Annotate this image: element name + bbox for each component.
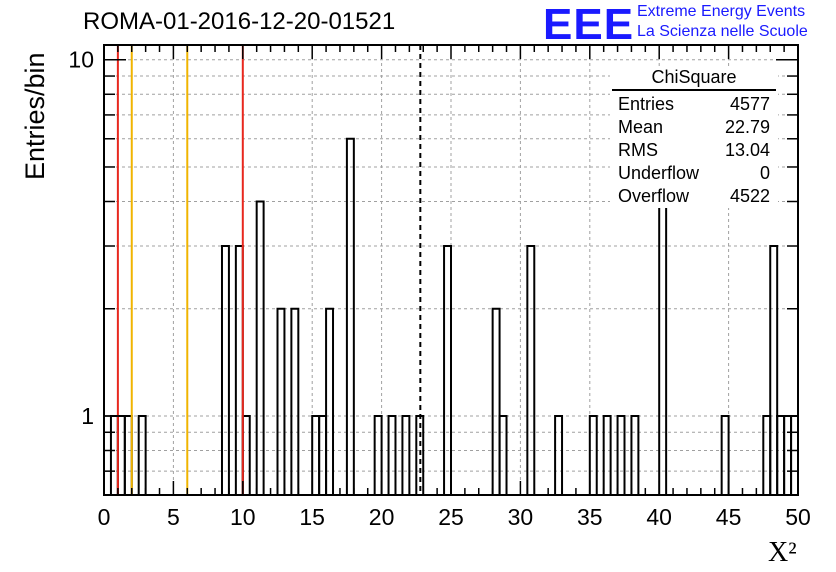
histogram-bar [790, 414, 799, 495]
histogram-bar [491, 307, 501, 495]
axes [103, 44, 799, 496]
stats-value: 22.79 [724, 117, 770, 137]
logo-subtitle-1: Extreme Energy Events [637, 3, 806, 20]
x-tick-label: 40 [646, 504, 672, 530]
histogram-bar [554, 414, 564, 495]
histogram-bar [387, 414, 397, 495]
x-tick-label: 45 [716, 504, 742, 530]
stats-row-rms: RMS 13.04 [610, 139, 778, 162]
histogram-bar [290, 307, 300, 495]
stats-value: 4522 [729, 186, 770, 206]
stats-name: ChiSquare [612, 67, 776, 91]
stats-value: 4577 [729, 94, 770, 114]
x-tick-label: 0 [98, 504, 111, 530]
x-tick-label: 15 [299, 504, 325, 530]
histogram-bar [325, 307, 335, 495]
x-axis-label: X² [768, 537, 797, 568]
stats-value: 13.04 [724, 140, 770, 160]
histogram-bar [255, 200, 265, 495]
x-tick-label: 10 [230, 504, 256, 530]
histogram-bar [630, 414, 640, 495]
logo-subtitle-2: La Scienza nelle Scuole [637, 23, 808, 40]
x-tick-label: 25 [438, 504, 464, 530]
stats-label: Entries [618, 94, 675, 114]
stats-row-overflow: Overflow 4522 [610, 185, 778, 208]
histogram-bar [762, 414, 772, 495]
histogram-bar [602, 414, 612, 495]
histogram-bar [276, 307, 286, 495]
y-tick-label: 10 [68, 47, 94, 73]
stats-row-mean: Mean 22.79 [610, 116, 778, 139]
stats-row-entries: Entries 4577 [610, 93, 778, 116]
tick-labels: 0 5 10 15 20 25 30 35 40 45 50 1 10 [68, 47, 810, 530]
chart-title: ROMA-01-2016-12-20-01521 [83, 8, 396, 35]
histogram-bar [616, 414, 626, 495]
histogram-bar [116, 414, 126, 495]
reference-lines [116, 45, 422, 495]
histogram-bar [345, 137, 355, 495]
stats-label: Underflow [618, 163, 700, 183]
histogram-bar [498, 414, 508, 495]
y-axis-label: Entries/bin [20, 52, 50, 180]
histogram-bar [720, 414, 730, 495]
x-tick-label: 50 [785, 504, 811, 530]
histogram-bar [588, 414, 598, 495]
histogram-bar [318, 414, 328, 495]
stats-box: ChiSquare Entries 4577 Mean 22.79 RMS 13… [610, 67, 778, 208]
x-tick-label: 30 [508, 504, 534, 530]
histogram-bar [220, 245, 230, 495]
histogram-bar [234, 245, 244, 495]
stats-value: 0 [759, 163, 770, 183]
stats-row-underflow: Underflow 0 [610, 162, 778, 185]
x-tick-label: 20 [369, 504, 395, 530]
histogram-bar [443, 245, 452, 495]
histogram-bar [311, 414, 321, 495]
histogram-bar [137, 414, 147, 495]
histogram-bar [526, 245, 536, 495]
stats-label: Overflow [618, 186, 690, 206]
histogram-bar [401, 414, 411, 495]
histogram-bar [241, 414, 251, 495]
histogram-bar [783, 414, 793, 495]
x-tick-label: 5 [167, 504, 180, 530]
stats-label: RMS [618, 140, 658, 160]
histogram-bars [109, 137, 799, 495]
y-tick-label: 1 [81, 403, 94, 429]
histogram-bar [123, 414, 133, 495]
histogram-bar [776, 414, 786, 495]
histogram-bar [769, 245, 779, 495]
eee-logo: EEE [543, 0, 635, 49]
histogram-bar [109, 414, 119, 495]
stats-label: Mean [618, 117, 664, 137]
x-tick-label: 35 [577, 504, 603, 530]
histogram-bar [373, 414, 383, 495]
